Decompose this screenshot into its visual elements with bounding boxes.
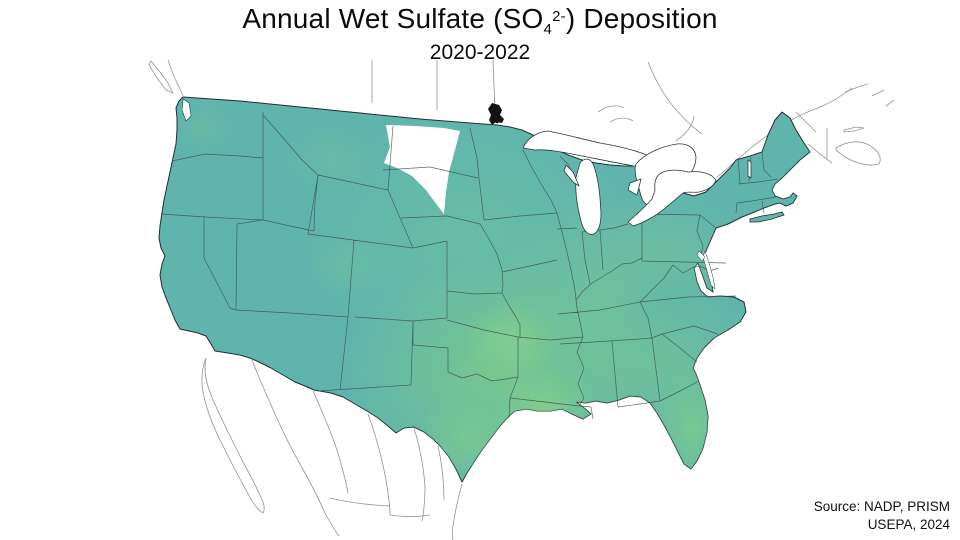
prince-edward-island	[843, 126, 865, 133]
green-bay	[563, 164, 580, 187]
ottawa-river	[647, 61, 703, 135]
gulf-islands	[871, 89, 895, 107]
title-block: Annual Wet Sulfate (SO42-) Deposition 20…	[0, 3, 960, 65]
baja-california	[201, 357, 265, 514]
source-attribution: Source: NADP, PRISM USEPA, 2024	[814, 498, 950, 534]
mexico-state-border-3	[413, 427, 426, 522]
canada-bc-coast	[167, 59, 184, 97]
lake-erie-ontario	[627, 169, 717, 227]
no-data-region-north-dakota	[384, 125, 460, 214]
bay-of-fundy-shore	[807, 143, 833, 164]
mexico-state-border-2	[367, 413, 391, 516]
marker-dot	[495, 120, 499, 124]
great-lakes	[181, 98, 752, 290]
title-prefix: Annual Wet Sulfate (SO	[242, 3, 544, 34]
delaware-bay	[696, 250, 706, 262]
puget-sound	[181, 98, 192, 122]
mexico-state-border-1	[312, 390, 349, 494]
wash-texas-coast	[415, 392, 525, 482]
mexico-state-border-4	[437, 445, 445, 501]
northwest-angle-marker	[488, 103, 504, 125]
canada-outline	[148, 59, 895, 179]
title-suffix: ) Deposition	[565, 3, 718, 34]
mexico-gulf-coast	[451, 483, 463, 540]
map-title: Annual Wet Sulfate (SO42-) Deposition	[0, 3, 960, 39]
wash-florida	[647, 362, 737, 482]
title-superscript: 2-	[552, 8, 566, 25]
source-line-2: USEPA, 2024	[867, 516, 950, 532]
lake-michigan	[575, 158, 602, 235]
nova-scotia	[835, 141, 881, 166]
new-brunswick-border	[795, 111, 817, 133]
map-subtitle: 2020-2022	[429, 40, 531, 64]
vancouver-island	[148, 60, 174, 94]
mexico-state-border-6	[389, 514, 431, 517]
mottle-montana	[285, 125, 375, 195]
marker-cluster	[488, 103, 504, 125]
long-island	[749, 211, 785, 223]
wash-appalachia	[613, 258, 723, 342]
title-subscript: 4	[543, 21, 553, 38]
mexico-state-border-5	[329, 497, 391, 507]
saginaw-bay	[627, 178, 642, 196]
canada-province-border-3	[492, 59, 496, 113]
lake-nipigon-shore	[597, 105, 634, 123]
georgian-bay-shore	[675, 115, 695, 142]
anticosti-island	[844, 83, 869, 93]
source-line-1: Source: NADP, PRISM	[813, 498, 950, 514]
lake-champlain	[747, 159, 752, 179]
mexico-outline	[201, 357, 463, 540]
mottle-utah	[307, 233, 383, 297]
gulf-of-california-coast	[251, 359, 340, 537]
state-borders	[160, 112, 779, 420]
quebec-coast	[781, 87, 853, 127]
chesapeake-bay	[702, 250, 716, 290]
